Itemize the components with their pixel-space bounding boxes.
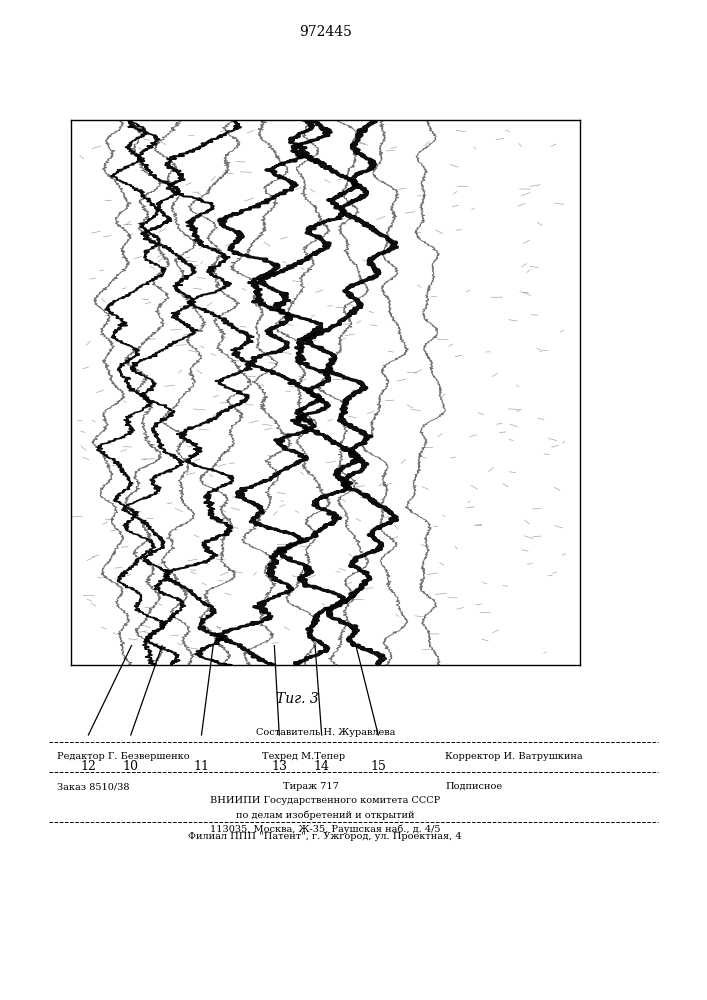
Text: Τиг. 3: Τиг. 3 bbox=[276, 692, 318, 706]
Text: по делам изобретений и открытий: по делам изобретений и открытий bbox=[236, 810, 414, 820]
Text: 14: 14 bbox=[314, 760, 329, 773]
Text: Техред М.Тепер: Техред М.Тепер bbox=[262, 752, 345, 761]
Text: 972445: 972445 bbox=[299, 25, 351, 39]
Text: Редактор Г. Безвершенко: Редактор Г. Безвершенко bbox=[57, 752, 189, 761]
Text: 12: 12 bbox=[81, 760, 96, 773]
Text: 11: 11 bbox=[194, 760, 209, 773]
Text: Тираж 717: Тираж 717 bbox=[283, 782, 339, 791]
Text: 15: 15 bbox=[370, 760, 386, 773]
Text: Корректор И. Ватрушкина: Корректор И. Ватрушкина bbox=[445, 752, 583, 761]
Text: Подписное: Подписное bbox=[445, 782, 503, 791]
Text: Филиал ППП "Патент", г. Ужгород, ул. Проектная, 4: Филиал ППП "Патент", г. Ужгород, ул. Про… bbox=[188, 832, 462, 841]
Text: Составитель Н. Журавлева: Составитель Н. Журавлева bbox=[255, 728, 395, 737]
Text: 113035, Москва, Ж-35, Раушская наб., д. 4/5: 113035, Москва, Ж-35, Раушская наб., д. … bbox=[210, 824, 440, 834]
Text: ВНИИПИ Государственного комитета СССР: ВНИИПИ Государственного комитета СССР bbox=[210, 796, 440, 805]
Text: 10: 10 bbox=[123, 760, 139, 773]
Text: Заказ 8510/38: Заказ 8510/38 bbox=[57, 782, 129, 791]
Text: 13: 13 bbox=[271, 760, 287, 773]
